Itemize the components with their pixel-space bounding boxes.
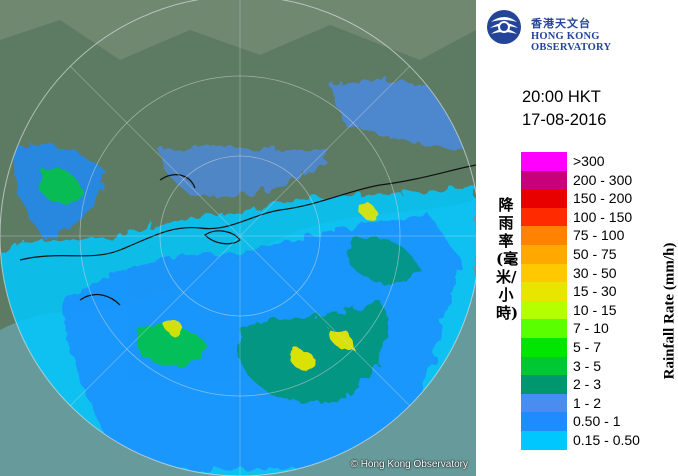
- radar-map-canvas: [0, 0, 476, 476]
- legend-item: >300: [521, 152, 661, 171]
- legend-title-en-wrap: Rainfall Rate (mm/h): [661, 196, 678, 426]
- coastline-segment: [159, 174, 196, 189]
- legend-swatch: [521, 412, 567, 431]
- rain-core-yellow: [289, 348, 316, 371]
- legend-label: 100 - 150: [573, 208, 633, 225]
- rain-core-yellow-3: [164, 319, 184, 337]
- legend-swatch: [521, 282, 567, 301]
- legend-swatch: [521, 189, 567, 208]
- legend-item: 0.50 - 1: [521, 412, 661, 431]
- legend-item: 5 - 7: [521, 337, 661, 357]
- legend-swatch: [521, 337, 567, 357]
- legend-title-zh: 降雨率(毫米/小時): [496, 196, 519, 322]
- legend-label: 5 - 7: [573, 338, 602, 355]
- range-ring-middle: [79, 75, 401, 397]
- mountain-terrain: [0, 0, 476, 60]
- coastline-segment: [19, 164, 476, 261]
- legend-swatch: [521, 375, 567, 394]
- legend-swatch: [521, 152, 567, 171]
- rain-core-yellow-2: [330, 328, 353, 350]
- org-name-en: HONG KONG OBSERVATORY: [531, 31, 612, 53]
- legend-label: 10 - 15: [573, 301, 617, 318]
- rain-core-green-west: [140, 326, 210, 366]
- info-panel: 香港天文台 HONG KONG OBSERVATORY 20:00 HKT 17…: [478, 0, 678, 476]
- legend-label: 0.15 - 0.50: [573, 431, 640, 448]
- legend-label: 7 - 10: [573, 320, 609, 337]
- observation-date: 17-08-2016: [522, 111, 607, 129]
- range-ring-inner: [159, 155, 321, 317]
- radar-map: © Hong Kong Observatory: [0, 0, 476, 476]
- legend-item: 2 - 3: [521, 375, 661, 394]
- map-copyright: © Hong Kong Observatory: [350, 459, 468, 470]
- legend-title-en: Rainfall Rate (mm/h): [661, 242, 678, 380]
- org-name-zh: 香港天文台: [531, 17, 591, 30]
- coastline-segment: [79, 293, 121, 306]
- legend-item: 30 - 50: [521, 263, 661, 283]
- legend-item: 1 - 2: [521, 393, 661, 413]
- legend-item: 150 - 200: [521, 189, 661, 208]
- coastline-segment: [204, 230, 241, 245]
- rain-central-band: [160, 146, 330, 196]
- legend-label: 15 - 30: [573, 283, 617, 300]
- legend-swatch: [521, 226, 567, 245]
- rain-core-yellow-4: [359, 203, 378, 221]
- legend-item: 0.15 - 0.50: [521, 430, 661, 450]
- legend-label: 0.50 - 1: [573, 413, 621, 430]
- rainfall-echoes: [0, 79, 476, 476]
- legend-item: 200 - 300: [521, 170, 661, 190]
- legend-item: 3 - 5: [521, 356, 661, 376]
- legend-swatch: [521, 430, 567, 450]
- coastline: [19, 164, 476, 306]
- legend-swatch: [521, 356, 567, 376]
- legend-label: 200 - 300: [573, 171, 633, 188]
- legend-item: 50 - 75: [521, 244, 661, 264]
- legend-item: 15 - 30: [521, 282, 661, 301]
- rain-core-green: [240, 300, 388, 403]
- hko-logo-icon: [487, 10, 521, 44]
- legend-swatch: [521, 170, 567, 190]
- legend-swatch: [521, 393, 567, 413]
- org-header: 香港天文台 HONG KONG OBSERVATORY: [485, 8, 677, 53]
- legend-label: 3 - 5: [573, 357, 602, 374]
- legend-label: >300: [573, 153, 605, 169]
- rain-core-green-far-west: [40, 168, 85, 205]
- legend-swatch: [521, 319, 567, 338]
- legend-item: 100 - 150: [521, 207, 661, 227]
- rain-north-band: [330, 79, 470, 150]
- legend-item: 75 - 100: [521, 226, 661, 245]
- legend-item: 10 - 15: [521, 300, 661, 320]
- legend-swatch: [521, 207, 567, 227]
- legend-label: 50 - 75: [573, 245, 617, 262]
- legend-label: 1 - 2: [573, 394, 602, 411]
- observation-time: 20:00 HKT: [522, 88, 601, 106]
- rain-core-green-east: [350, 236, 420, 283]
- legend-swatch: [521, 300, 567, 320]
- legend-item: 7 - 10: [521, 319, 661, 338]
- legend-label: 150 - 200: [573, 190, 633, 207]
- legend-label: 30 - 50: [573, 264, 617, 281]
- rainfall-legend: >300 200 - 300 150 - 200 100 - 150 75 - 100 5…: [521, 152, 661, 450]
- legend-swatch: [521, 244, 567, 264]
- legend-label: 2 - 3: [573, 376, 602, 393]
- legend-swatch: [521, 263, 567, 283]
- legend-label: 75 - 100: [573, 227, 625, 244]
- range-spokes: [0, 0, 476, 476]
